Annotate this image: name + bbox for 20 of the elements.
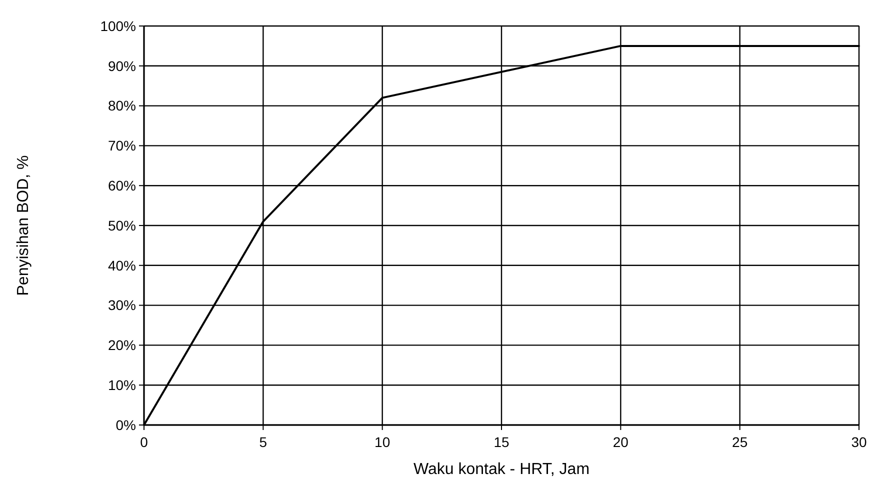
- x-tick-label: 5: [259, 434, 268, 450]
- y-tick-label: 100%: [100, 18, 136, 34]
- y-tick-label: 40%: [108, 257, 136, 274]
- y-tick-label: 80%: [108, 98, 136, 114]
- x-tick-label: 25: [732, 434, 748, 450]
- y-tick-label: 20%: [108, 337, 136, 354]
- y-tick-label: 10%: [108, 377, 136, 393]
- y-tick-label: 30%: [108, 297, 136, 314]
- y-tick-label: 0%: [116, 416, 136, 433]
- x-tick-label: 15: [494, 434, 510, 450]
- x-axis-title: Waku kontak - HRT, Jam: [413, 461, 590, 478]
- y-tick-label: 90%: [108, 58, 136, 74]
- x-tick-label: 20: [612, 434, 629, 450]
- y-tick-label: 50%: [108, 217, 136, 234]
- y-tick-label: 60%: [108, 178, 136, 194]
- x-tick-label: 10: [374, 434, 390, 450]
- x-tick-label: 30: [851, 434, 867, 450]
- y-tick-label: 70%: [108, 138, 136, 154]
- y-axis-title: Penyisihan BOD, %: [15, 155, 32, 296]
- x-tick-label: 0: [140, 434, 148, 450]
